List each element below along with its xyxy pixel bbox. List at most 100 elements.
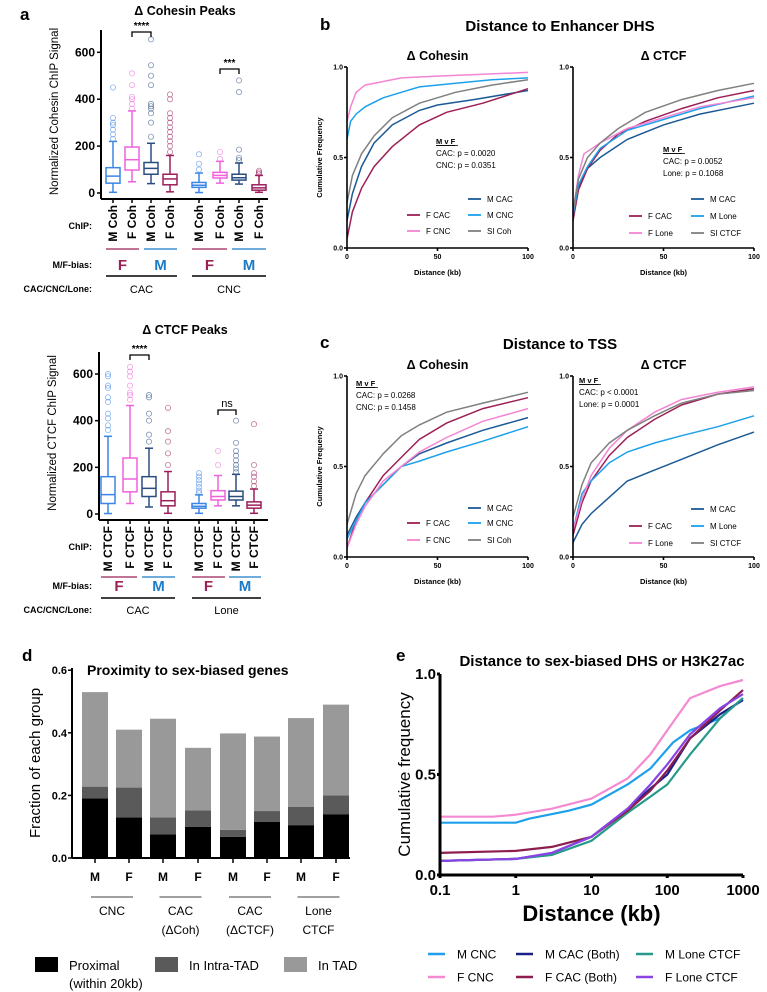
y-tick-label: 0 — [86, 507, 93, 521]
legend-label: F Lone CTCF — [665, 971, 738, 985]
outlier-point — [195, 484, 202, 491]
cdf-chart: Δ Cohesin 0.0 0.5 1.0 0 50 100 Distance (kb) Cum… — [315, 49, 534, 277]
box-label: F Coh — [125, 205, 139, 239]
x-tick-label: 100 — [655, 882, 680, 899]
group-label: CAC — [237, 904, 263, 918]
category-label: M — [158, 870, 168, 884]
series-line-si-coh — [346, 78, 529, 203]
x-tick-label: 100 — [522, 254, 534, 261]
outlier-point — [250, 473, 257, 480]
group-label: CAC — [130, 284, 153, 296]
outlier-point — [128, 82, 135, 89]
category-label: M — [228, 870, 238, 884]
legend-item: M Lone — [691, 522, 737, 531]
legend-label: M CNC — [487, 519, 513, 528]
outlier-point — [164, 438, 171, 445]
legend-item: In Intra-TAD — [155, 957, 259, 973]
significance-bracket — [131, 31, 152, 37]
row-label: ChIP: — [69, 542, 93, 552]
bar-segment-proximal — [288, 825, 314, 858]
bar-segment-in-intra-tad — [185, 810, 211, 827]
outlier-point — [128, 93, 135, 100]
legend-swatch — [284, 957, 307, 972]
y-tick-label: 0.0 — [559, 555, 569, 562]
outlier-point — [250, 462, 257, 469]
outlier-point — [147, 110, 154, 117]
y-tick-label: 0.6 — [52, 665, 67, 677]
annotation-heading: M v F — [356, 379, 376, 388]
category-label: F — [194, 870, 201, 884]
legend-item: F CAC — [407, 211, 450, 220]
outlier-point — [166, 138, 173, 145]
y-axis-label: Normalized Cohesin ChIP Signal — [49, 28, 61, 195]
bar-segment-in-tad — [82, 692, 108, 787]
x-tick-label: 100 — [522, 563, 534, 570]
legend-item: F Lone — [629, 229, 673, 238]
outlier-point — [195, 480, 202, 487]
legend-item: F CAC — [629, 212, 672, 221]
outlier-point — [110, 84, 117, 91]
outlier-point — [195, 487, 202, 494]
bias-label: M — [243, 257, 256, 274]
outlier-point — [235, 77, 242, 84]
outlier-point — [164, 404, 171, 411]
legend-label: Proximal — [69, 958, 120, 973]
box-label: F CTCF — [123, 526, 137, 569]
box-f-ctcf — [246, 421, 262, 515]
outlier-point — [232, 452, 239, 459]
series-line-m-cac — [572, 431, 755, 543]
chart-title: Δ Cohesin — [407, 358, 469, 372]
legend-label: F CAC — [648, 522, 672, 531]
outlier-point — [164, 462, 171, 469]
iqr-box — [100, 475, 116, 505]
legend-label: M Lone CTCF — [665, 948, 740, 962]
outlier-point — [195, 166, 202, 173]
x-tick-label: 50 — [434, 563, 442, 570]
y-tick-label: 0.0 — [415, 867, 436, 884]
y-axis-label: Normalized CTCF ChIP Signal — [47, 355, 59, 511]
row-label: CAC/CNC/Lone: — [24, 605, 93, 615]
series-line-m-cnc — [440, 697, 744, 824]
bias-label: F — [205, 257, 214, 274]
legend-swatch — [155, 957, 178, 972]
bar-segment-proximal — [116, 817, 142, 858]
significance-label: ns — [221, 398, 233, 410]
panel-label-e: e — [396, 646, 405, 665]
y-tick-label: 0.5 — [333, 464, 343, 471]
iqr-box — [210, 489, 226, 501]
outlier-point — [105, 427, 112, 434]
outlier-point — [105, 371, 112, 378]
chart-title: Δ CTCF Peaks — [142, 323, 227, 337]
legend-item: F CNC — [407, 536, 451, 545]
outlier-point — [232, 462, 239, 469]
x-tick-label: 100 — [748, 563, 760, 570]
series-line-f-lone — [572, 97, 755, 212]
legend-label: SI CTCF — [710, 539, 741, 548]
legend-label: SI CTCF — [710, 229, 741, 238]
group-label: CTCF — [303, 923, 335, 937]
significance-label: *** — [224, 58, 236, 69]
group-label: CAC — [126, 605, 149, 617]
bar-segment-proximal — [254, 822, 280, 858]
outlier-point — [166, 119, 173, 126]
outlier-point — [164, 450, 171, 457]
category-label: F — [263, 870, 270, 884]
annotation-heading: M v F — [579, 376, 599, 385]
box-label: F CTCF — [247, 526, 261, 569]
box-label: M Coh — [232, 205, 246, 242]
bar-segment-in-intra-tad — [220, 829, 246, 837]
legend-label: F CAC (Both) — [545, 971, 617, 985]
bar-segment-proximal — [150, 834, 176, 858]
box-label: M CTCF — [229, 526, 243, 571]
cdf-chart: Δ CTCF 0.0 0.5 1.0 0 50 100 Distance (kb) M v F C… — [559, 49, 760, 277]
legend-label: F Lone — [648, 229, 673, 238]
y-tick-label: 400 — [73, 414, 93, 428]
outlier-point — [250, 470, 257, 477]
outlier-point — [214, 448, 221, 455]
outlier-point — [164, 428, 171, 435]
outlier-point — [110, 131, 117, 138]
x-tick-label: 50 — [660, 254, 668, 261]
legend-item: M CAC — [691, 195, 736, 204]
stacked-bar-chart: Proximity to sex-biased genes M F M F M F M F 0.0… — [27, 662, 357, 991]
